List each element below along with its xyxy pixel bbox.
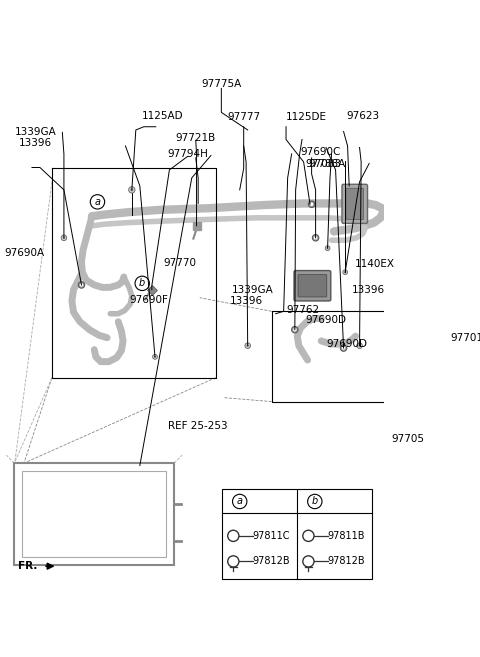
Circle shape bbox=[326, 247, 329, 249]
Text: 97690F: 97690F bbox=[130, 295, 168, 305]
Circle shape bbox=[245, 343, 251, 348]
Text: 97811B: 97811B bbox=[327, 531, 365, 541]
Circle shape bbox=[342, 346, 345, 350]
Ellipse shape bbox=[416, 342, 444, 368]
Text: 97812B: 97812B bbox=[252, 556, 290, 566]
Circle shape bbox=[292, 327, 298, 333]
Text: 97811C: 97811C bbox=[252, 531, 290, 541]
Text: 97690A: 97690A bbox=[4, 248, 44, 258]
Text: REF 25-253: REF 25-253 bbox=[168, 420, 228, 430]
Circle shape bbox=[293, 328, 297, 331]
FancyBboxPatch shape bbox=[342, 184, 368, 223]
Circle shape bbox=[312, 235, 319, 241]
Text: 97705: 97705 bbox=[392, 434, 424, 444]
FancyBboxPatch shape bbox=[294, 271, 331, 301]
Text: 97701: 97701 bbox=[451, 332, 480, 343]
Circle shape bbox=[63, 237, 65, 239]
Text: 97690C: 97690C bbox=[300, 147, 341, 157]
Circle shape bbox=[325, 246, 330, 250]
Text: 97794H: 97794H bbox=[168, 149, 209, 159]
Circle shape bbox=[61, 235, 67, 240]
Circle shape bbox=[246, 344, 249, 347]
Text: 97775A: 97775A bbox=[201, 79, 241, 89]
Text: 1125AD: 1125AD bbox=[142, 110, 184, 121]
Circle shape bbox=[153, 355, 157, 359]
Circle shape bbox=[392, 432, 397, 438]
Circle shape bbox=[80, 283, 83, 286]
Text: 97083: 97083 bbox=[309, 158, 341, 168]
Circle shape bbox=[314, 237, 317, 239]
Text: FR.: FR. bbox=[18, 561, 37, 571]
FancyBboxPatch shape bbox=[222, 489, 372, 579]
Circle shape bbox=[131, 189, 133, 191]
Text: 97788A: 97788A bbox=[305, 158, 346, 168]
Text: 13396: 13396 bbox=[351, 284, 384, 295]
Circle shape bbox=[358, 344, 361, 347]
Text: 97690D: 97690D bbox=[326, 339, 367, 349]
Circle shape bbox=[310, 202, 313, 206]
Text: 1339GA: 1339GA bbox=[14, 127, 56, 137]
Text: 97721B: 97721B bbox=[176, 133, 216, 143]
Circle shape bbox=[394, 434, 396, 436]
Ellipse shape bbox=[414, 338, 457, 378]
Text: b: b bbox=[312, 497, 318, 507]
Text: a: a bbox=[237, 497, 243, 507]
FancyBboxPatch shape bbox=[298, 275, 327, 297]
Circle shape bbox=[344, 271, 346, 273]
Text: 97812B: 97812B bbox=[327, 556, 365, 566]
Text: 13396: 13396 bbox=[230, 296, 263, 306]
Text: 97777: 97777 bbox=[227, 112, 260, 122]
FancyBboxPatch shape bbox=[346, 189, 363, 219]
Text: 1125DE: 1125DE bbox=[286, 112, 327, 122]
Text: 97690D: 97690D bbox=[305, 315, 346, 325]
Text: 13396: 13396 bbox=[19, 138, 52, 148]
Circle shape bbox=[78, 282, 84, 288]
Circle shape bbox=[340, 345, 347, 351]
Circle shape bbox=[357, 343, 362, 348]
Text: 97623: 97623 bbox=[347, 110, 380, 121]
Circle shape bbox=[343, 270, 348, 275]
Text: a: a bbox=[95, 197, 100, 207]
Ellipse shape bbox=[454, 363, 473, 379]
Text: 1339GA: 1339GA bbox=[232, 284, 274, 295]
Circle shape bbox=[154, 356, 156, 358]
Text: b: b bbox=[139, 279, 145, 288]
Text: 97762: 97762 bbox=[286, 305, 319, 315]
Text: 97770: 97770 bbox=[164, 258, 197, 268]
Circle shape bbox=[309, 201, 315, 208]
Text: 1140EX: 1140EX bbox=[355, 259, 395, 269]
Circle shape bbox=[129, 187, 135, 193]
Ellipse shape bbox=[411, 334, 480, 390]
